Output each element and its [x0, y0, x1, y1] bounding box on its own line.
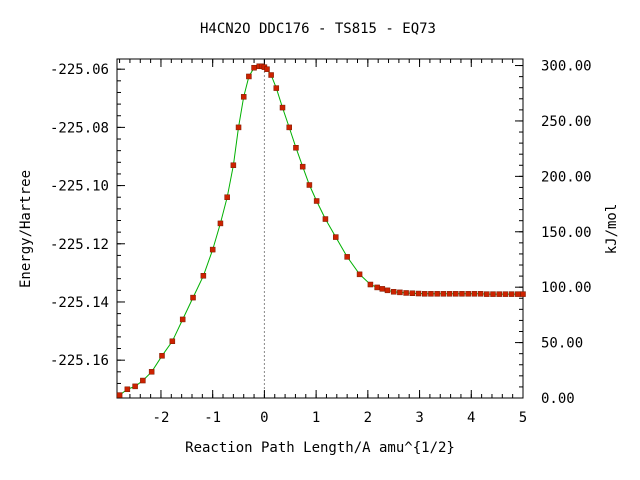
y2-tick-label: 200.00	[541, 169, 592, 185]
plot-frame	[116, 58, 524, 399]
y2-tick-label: 50.00	[541, 336, 583, 352]
data-point	[446, 291, 453, 297]
data-point	[279, 104, 286, 111]
data-point	[356, 271, 363, 278]
data-point	[440, 291, 447, 297]
y-axis-left: -225.06 -225.08 -225.10 -225.12 -225.14 -225.…	[50, 62, 125, 396]
data-point	[515, 291, 521, 297]
data-point	[124, 386, 131, 393]
data-point	[116, 392, 123, 398]
y2-tick-label: 250.00	[541, 114, 592, 130]
x-tick-label: 2	[364, 410, 372, 426]
chart-title: H4CN2O DDC176 - TS815 - EQ73	[200, 21, 436, 37]
data-point	[132, 383, 138, 390]
y2-axis-label: kJ/mol	[604, 204, 620, 255]
data-point	[322, 216, 329, 222]
data-point	[209, 246, 216, 253]
x-axis: -2 -1 0 1 2 3 4 5	[119, 59, 527, 426]
y-tick-label: -225.08	[50, 120, 109, 136]
data-point	[333, 234, 339, 240]
y-axis-label: Energy/Hartree	[18, 170, 34, 288]
data-point	[471, 291, 478, 297]
data-point	[240, 94, 247, 100]
y-tick-label: -225.16	[50, 353, 109, 369]
data-point	[409, 290, 416, 296]
y2-tick-label: 150.00	[541, 225, 592, 241]
data-point	[273, 85, 280, 91]
data-point	[169, 338, 176, 345]
data-points	[116, 63, 526, 398]
data-point	[286, 124, 292, 131]
y-tick-label: -225.06	[50, 62, 109, 78]
x-tick-label: -2	[153, 410, 170, 426]
data-point	[140, 377, 146, 384]
data-point	[235, 124, 242, 131]
data-point	[459, 291, 465, 297]
x-tick-label: 3	[415, 410, 423, 426]
y-tick-label: -225.14	[50, 295, 109, 311]
data-point	[159, 353, 165, 359]
y2-tick-label: 0.00	[541, 391, 575, 407]
data-point	[477, 291, 484, 297]
data-point	[403, 290, 409, 296]
data-point	[434, 291, 440, 297]
data-point	[453, 291, 459, 297]
data-point	[428, 291, 434, 297]
data-point	[374, 284, 380, 291]
x-tick-label: 4	[467, 410, 475, 426]
energy-curve	[119, 65, 523, 396]
data-point	[217, 220, 224, 227]
data-point	[502, 291, 509, 297]
data-point	[224, 194, 230, 200]
data-point	[264, 66, 270, 72]
data-point	[397, 289, 403, 296]
data-point	[179, 316, 186, 323]
data-point	[190, 294, 196, 301]
y-axis-right: 300.00 250.00 200.00 150.00 100.00 50.00 0.00	[515, 59, 592, 407]
data-point	[230, 162, 237, 168]
data-point	[508, 291, 515, 297]
data-point	[520, 291, 526, 297]
data-point	[384, 287, 391, 294]
x-tick-label: 0	[260, 410, 268, 426]
data-point	[246, 73, 252, 80]
data-point	[293, 145, 299, 151]
data-point	[484, 291, 490, 297]
data-point	[415, 290, 422, 297]
x-tick-label: 1	[312, 410, 320, 426]
data-point	[306, 182, 313, 188]
y2-tick-label: 300.00	[541, 59, 592, 75]
x-tick-label: 5	[519, 410, 527, 426]
data-point	[390, 289, 397, 295]
data-point	[251, 64, 257, 71]
data-point	[148, 369, 155, 375]
data-point	[490, 291, 496, 297]
data-point	[200, 273, 207, 279]
y2-tick-label: 100.00	[541, 280, 592, 296]
data-point	[465, 291, 471, 297]
data-point	[367, 281, 374, 288]
data-point	[496, 291, 502, 297]
data-point	[299, 163, 306, 170]
data-point	[344, 254, 350, 260]
data-point	[268, 72, 274, 78]
x-axis-label: Reaction Path Length/A amu^{1/2}	[185, 440, 455, 456]
data-point	[379, 286, 386, 292]
data-point	[421, 291, 428, 297]
x-tick-label: -1	[204, 410, 221, 426]
y-tick-label: -225.10	[50, 179, 109, 195]
data-point	[313, 198, 320, 204]
y-tick-label: -225.12	[50, 237, 109, 253]
